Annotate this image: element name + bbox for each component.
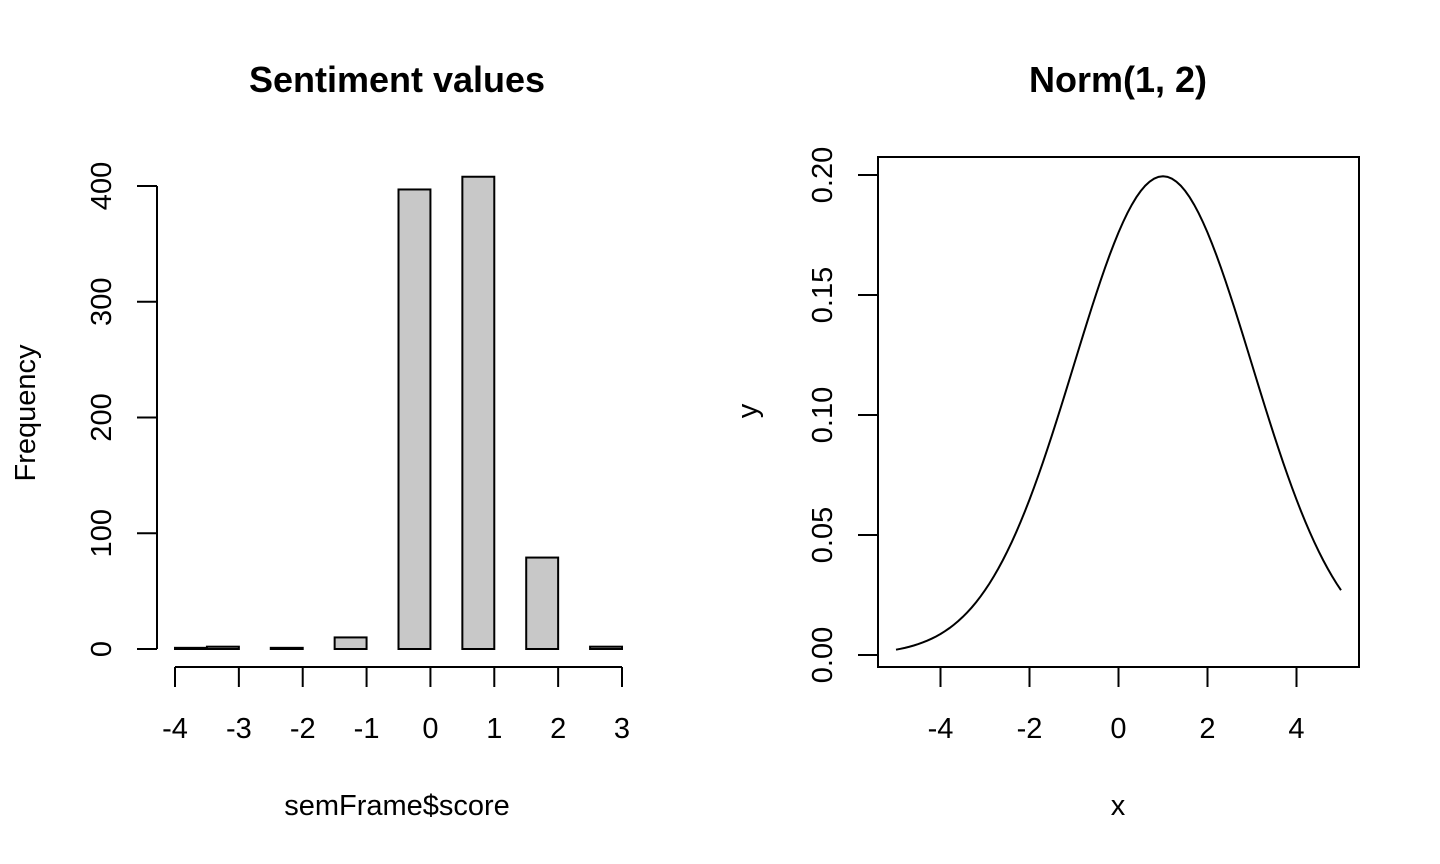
histogram-bar [589,645,623,650]
histogram-bar [461,175,496,651]
density-x-tick-label: -4 [928,713,954,745]
density-x-tick-label: -2 [1017,713,1043,745]
density-y-axis: 0.00 0.05 0.10 0.15 0.20 [807,147,879,683]
histogram-xlabel: semFrame$score [284,790,510,822]
density-ylabel: y [732,403,764,418]
histogram-bar [174,646,208,651]
histogram-bar [269,646,304,651]
histogram-bar [333,636,368,650]
histogram-y-tick-label: 100 [86,509,118,557]
histogram-y-axis: 0 100 200 300 400 [86,162,158,657]
histogram-bar [397,188,432,650]
histogram-x-tick-label: -1 [354,713,380,745]
histogram-x-axis: -4 -3 -2 -1 0 1 2 3 [162,666,630,745]
density-y-tick-label: 0.00 [807,627,839,683]
histogram-y-tick-label: 400 [86,162,118,210]
histogram-y-tick-label: 0 [86,641,118,657]
histogram-x-tick-label: -3 [226,713,252,745]
histogram-x-tick-label: 3 [614,713,630,745]
density-panel: Norm(1, 2) x y -4 -2 0 2 4 0.000.050.100.150… [732,59,1360,822]
histogram-bar [525,556,560,650]
histogram-y-tick-label: 200 [86,393,118,441]
histogram-bar [205,645,240,650]
histogram-x-tick-label: 2 [550,713,566,745]
histogram-panel: Sentiment values semFrame$score Frequenc… [10,59,630,822]
density-y-tick-label: 0.20 [807,147,839,203]
density-y-tick-label: 0.10 [807,387,839,443]
density-x-tick-label: 0 [1110,713,1126,745]
histogram-x-tick-label: 0 [422,713,438,745]
histogram-x-tick-label: 1 [486,713,502,745]
density-y-tick-label: 0.05 [807,507,839,563]
histogram-y-tick-label: 300 [86,278,118,326]
histogram-x-tick-label: -4 [162,713,188,745]
density-title: Norm(1, 2) [1029,59,1207,100]
density-x-axis: -4 -2 0 2 4 [928,666,1305,745]
histogram-bars [174,175,623,651]
density-xlabel: x [1111,790,1126,822]
density-y-tick-label: 0.15 [807,267,839,323]
histogram-ylabel: Frequency [10,344,42,482]
histogram-title: Sentiment values [249,59,545,100]
histogram-x-tick-label: -2 [290,713,316,745]
density-x-tick-label: 4 [1288,713,1304,745]
density-x-tick-label: 2 [1199,713,1215,745]
density-curve [895,175,1342,651]
